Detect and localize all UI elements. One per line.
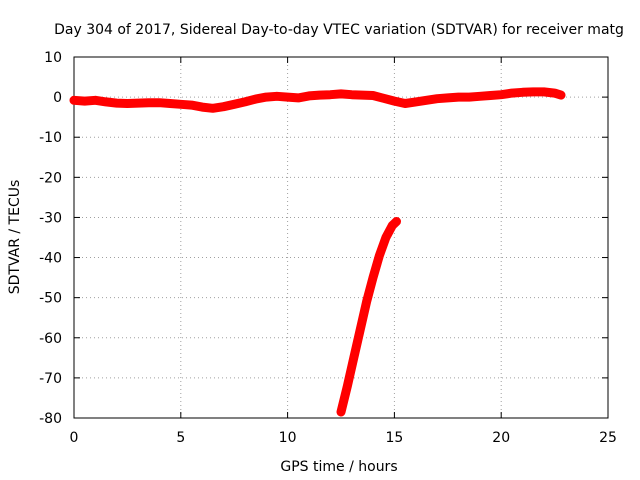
data-point	[392, 217, 401, 226]
data-point	[91, 96, 100, 105]
data-point	[349, 353, 358, 362]
data-point	[411, 97, 420, 106]
x-tick-label: 20	[492, 430, 510, 446]
data-point	[230, 100, 239, 109]
data-point	[208, 104, 217, 113]
data-point	[369, 273, 377, 282]
data-point	[381, 233, 390, 242]
y-tick-label: -70	[39, 371, 62, 387]
grid	[74, 57, 608, 418]
chart-title: Day 304 of 2017, Sidereal Day-to-day VTE…	[54, 22, 624, 38]
data-point	[123, 99, 132, 108]
y-tick-label: 0	[53, 90, 62, 106]
y-tick-label: -10	[39, 130, 62, 146]
x-tick-label: 10	[279, 430, 297, 446]
data-point	[507, 89, 516, 98]
data-point	[497, 90, 506, 99]
axis-ticks: 0 5 10 15 20 25 10 0 -10 -20 -30 -40 -50 -60 -70 -80	[39, 50, 617, 446]
data-point	[70, 96, 78, 105]
x-axis-label: GPS time / hours	[280, 459, 397, 475]
data-point	[102, 97, 110, 106]
plot-frame	[73, 56, 609, 419]
data-point	[518, 88, 527, 97]
data-point	[112, 99, 121, 108]
y-tick-label: -30	[39, 210, 62, 226]
data-point	[379, 94, 388, 103]
data-point	[134, 99, 143, 108]
data-point	[272, 92, 281, 101]
data-point	[390, 97, 399, 106]
data-point	[315, 91, 324, 100]
y-tick-label: -80	[39, 411, 62, 427]
data-point	[401, 99, 410, 108]
data-point	[176, 100, 185, 109]
data-point	[166, 99, 175, 108]
data-point	[198, 103, 207, 112]
data-series	[69, 87, 566, 417]
data-point	[80, 97, 89, 106]
data-point	[422, 96, 431, 105]
data-point	[433, 94, 442, 103]
data-point	[443, 93, 452, 102]
data-point	[539, 87, 548, 96]
data-point	[362, 297, 371, 306]
data-point	[294, 93, 303, 102]
y-tick-label: -40	[39, 251, 62, 267]
x-tick-label: 25	[599, 430, 617, 446]
y-tick-label: 10	[44, 50, 62, 66]
y-tick-label: -50	[39, 291, 62, 307]
data-point	[356, 325, 365, 334]
data-point	[240, 97, 249, 106]
data-point	[251, 95, 260, 104]
x-tick-label: 15	[385, 430, 403, 446]
data-point	[305, 91, 313, 100]
data-point	[283, 93, 292, 102]
data-point	[343, 381, 352, 390]
data-point	[358, 91, 367, 100]
data-point	[454, 93, 463, 102]
x-tick-label: 0	[70, 430, 79, 446]
data-point	[375, 251, 384, 260]
data-point	[144, 98, 153, 107]
data-point	[155, 98, 164, 107]
data-point	[337, 89, 345, 98]
data-point	[550, 89, 559, 98]
data-point	[465, 93, 474, 102]
data-point	[557, 91, 565, 100]
data-point	[369, 91, 377, 100]
series-line-outlier-trace	[336, 217, 401, 417]
data-point	[486, 91, 495, 100]
data-point	[529, 87, 538, 96]
data-point	[475, 92, 484, 101]
data-point	[219, 102, 228, 111]
data-point	[187, 101, 196, 110]
data-point	[262, 93, 271, 102]
y-axis-label: SDTVAR / TECUs	[7, 180, 23, 295]
data-point	[347, 90, 356, 99]
y-tick-label: -20	[39, 170, 62, 186]
x-tick-label: 5	[176, 430, 185, 446]
y-tick-label: -60	[39, 331, 62, 347]
data-point	[337, 408, 345, 416]
data-point	[326, 90, 335, 99]
